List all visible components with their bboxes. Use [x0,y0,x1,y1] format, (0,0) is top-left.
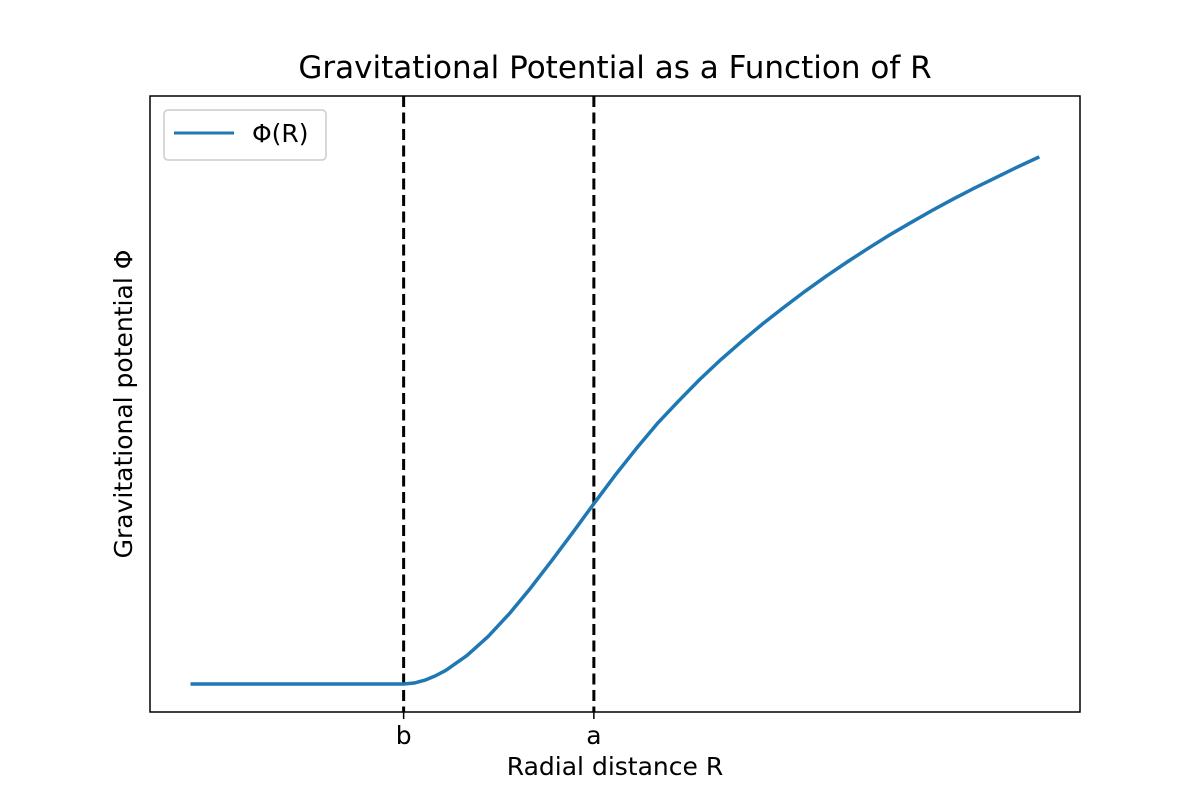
plot-area [149,95,1081,713]
series-line-0 [190,155,1041,686]
plot-frame [149,95,1081,713]
y-axis-label: Gravitational potential Φ [109,250,138,559]
plot-background [150,96,1080,712]
x-axis-label: Radial distance R [507,752,723,781]
x-tick-label-b: b [396,721,412,750]
x-tick-label-a: a [586,721,601,750]
reference-lines [402,96,596,712]
legend-box [163,109,327,161]
legend: Φ(R) [163,109,327,161]
chart-title: Gravitational Potential as a Function of… [298,50,931,86]
series-layer [190,155,1041,686]
legend-label-phi: Φ(R) [252,119,309,148]
